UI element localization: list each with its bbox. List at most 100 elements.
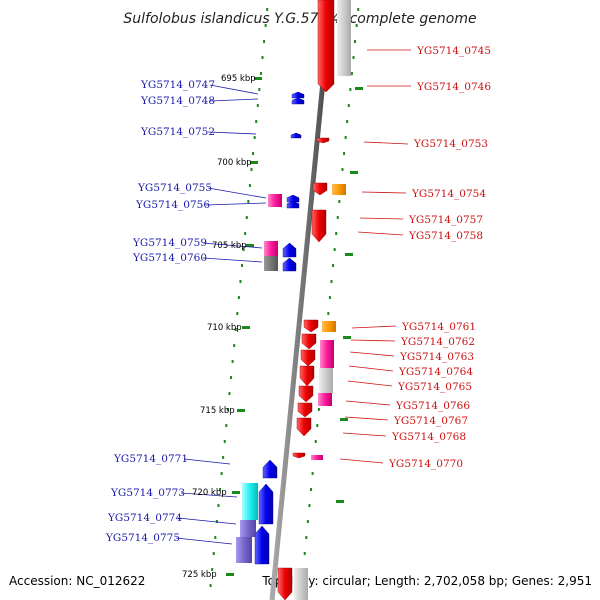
leader-line-right [339,458,384,464]
leader-line-left [209,84,259,95]
tick-dot [222,456,225,459]
tick-dot [225,424,228,427]
tick-dot [211,568,214,571]
gene-label-0757[interactable]: YG5714_0757 [408,214,483,226]
tick-dot [266,8,269,11]
leader-line-left [180,492,238,498]
gene-label-0764[interactable]: YG5714_0764 [398,366,473,378]
tick-dot [306,520,309,523]
tick-dot [317,408,320,411]
tick-dot [239,280,242,283]
gene-label-0775[interactable]: YG5714_0775 [105,532,180,544]
gene-arrow-0771 [262,459,278,479]
gene-arrow-0745 [317,0,335,93]
leader-line-left [202,257,263,263]
gene-block-0774 [240,520,256,537]
major-tick [340,418,348,421]
gene-label-0755[interactable]: YG5714_0755 [137,182,212,194]
kbp-label-720: 720 kbp [192,488,227,498]
kbp-label-715: 715 kbp [200,406,235,416]
tick-dot [310,488,313,491]
tick-dot [303,552,306,555]
tick-dot [244,232,247,235]
gene-label-0748[interactable]: YG5714_0748 [140,95,215,107]
gene-arrow-cluster-3 [298,385,314,403]
gene-label-0773[interactable]: YG5714_0773 [110,487,185,499]
tick-dot [220,472,223,475]
kbp-label-695: 695 kbp [221,74,256,84]
kbp-label-710: 710 kbp [207,323,242,333]
gene-label-0758[interactable]: YG5714_0758 [408,230,483,242]
major-tick [254,77,262,80]
gene-label-0759[interactable]: YG5714_0759 [132,237,207,249]
major-tick [242,326,250,329]
gene-arrow-0747 [291,91,305,99]
tick-dot [248,184,251,187]
major-tick [343,336,351,339]
tick-dot [219,488,222,491]
gene-block-0759 [264,241,278,256]
tick-dot [212,552,215,555]
tick-dot [241,264,244,267]
map-title: Sulfolobus islandicus Y.G.57.14, complet… [123,11,476,27]
gene-label-0746[interactable]: YG5714_0746 [416,81,491,93]
gene-label-0765[interactable]: YG5714_0765 [397,381,472,393]
gene-label-0754[interactable]: YG5714_0754 [411,188,486,200]
gene-label-0766[interactable]: YG5714_0766 [395,400,470,412]
major-tick [246,244,254,247]
tick-dot [215,520,218,523]
accession-text: Accession: NC_012622 [9,574,145,588]
gene-label-0756[interactable]: YG5714_0756 [135,199,210,211]
major-tick [336,500,344,503]
tick-dot [209,584,212,587]
gene-arrow-cluster-4 [297,402,313,418]
major-tick [232,491,240,494]
gene-block-0761 [322,321,336,332]
tick-dot [237,296,240,299]
gene-label-0745[interactable]: YG5714_0745 [416,45,491,57]
genome-backbone [269,0,334,600]
gene-block-bottom [294,568,308,600]
gene-arrow-cluster-0 [301,333,317,350]
tick-dot [223,440,226,443]
tick-dot [357,8,360,11]
tick-dot [258,88,261,91]
gene-label-0774[interactable]: YG5714_0774 [107,512,182,524]
gene-label-0761[interactable]: YG5714_0761 [401,321,476,333]
gene-label-0753[interactable]: YG5714_0753 [413,138,488,150]
leader-lines [175,49,411,545]
tick-dot [346,120,349,123]
major-tick [250,161,258,164]
gene-block-0754 [332,184,346,195]
tick-dot [263,40,266,43]
gene-label-0747[interactable]: YG5714_0747 [140,79,215,91]
gene-arrow-0760 [282,257,297,272]
major-tick [350,171,358,174]
gene-arrow-0761 [303,319,319,333]
gene-block-0770 [311,455,323,460]
tick-dot [231,360,234,363]
gene-label-0752[interactable]: YG5714_0752 [140,126,215,138]
major-tick [226,573,234,576]
gene-label-0767[interactable]: YG5714_0767 [393,415,468,427]
leader-line-left [209,98,259,102]
tick-dot [308,504,311,507]
gene-label-0768[interactable]: YG5714_0768 [391,431,466,443]
gene-label-0770[interactable]: YG5714_0770 [388,458,463,470]
gene-arrow-0756 [286,200,300,209]
gene-label-0771[interactable]: YG5714_0771 [113,453,188,465]
tick-dot [327,312,330,315]
gene-arrow-cluster-1 [300,349,316,367]
kbp-label-705: 705 kbp [212,241,247,251]
leader-line-left [202,242,263,249]
gene-label-0762[interactable]: YG5714_0762 [400,336,475,348]
gene-label-0760[interactable]: YG5714_0760 [132,252,207,264]
gene-arrow-0757 [311,209,327,243]
tick-dot [253,136,256,139]
tick-dot [256,104,259,107]
gene-label-0763[interactable]: YG5714_0763 [399,351,474,363]
kbp-label-700: 700 kbp [217,158,252,168]
major-tick [355,87,363,90]
leader-line-left [205,202,267,206]
